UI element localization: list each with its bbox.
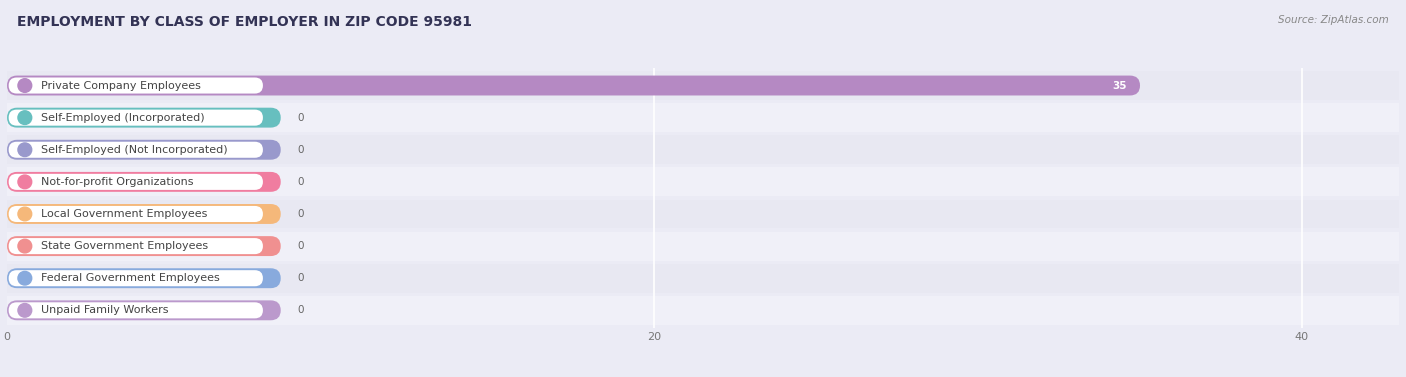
FancyBboxPatch shape <box>7 167 1399 196</box>
Text: 0: 0 <box>297 113 304 123</box>
FancyBboxPatch shape <box>7 231 1399 261</box>
Circle shape <box>18 239 32 253</box>
FancyBboxPatch shape <box>7 108 281 127</box>
FancyBboxPatch shape <box>7 140 281 160</box>
Circle shape <box>18 79 32 92</box>
FancyBboxPatch shape <box>7 199 1399 228</box>
Text: 0: 0 <box>297 241 304 251</box>
FancyBboxPatch shape <box>7 204 281 224</box>
FancyBboxPatch shape <box>8 110 263 126</box>
FancyBboxPatch shape <box>7 296 1399 325</box>
FancyBboxPatch shape <box>7 71 1399 100</box>
Text: Federal Government Employees: Federal Government Employees <box>41 273 221 283</box>
Text: 0: 0 <box>297 177 304 187</box>
Text: 0: 0 <box>297 305 304 315</box>
Circle shape <box>18 111 32 124</box>
Circle shape <box>18 175 32 189</box>
Text: State Government Employees: State Government Employees <box>41 241 208 251</box>
Text: 35: 35 <box>1112 81 1128 90</box>
Text: Self-Employed (Incorporated): Self-Employed (Incorporated) <box>41 113 205 123</box>
FancyBboxPatch shape <box>7 300 281 320</box>
FancyBboxPatch shape <box>7 103 1399 132</box>
FancyBboxPatch shape <box>7 135 1399 164</box>
FancyBboxPatch shape <box>8 174 263 190</box>
Circle shape <box>18 207 32 221</box>
Circle shape <box>18 143 32 156</box>
FancyBboxPatch shape <box>8 238 263 254</box>
FancyBboxPatch shape <box>8 78 263 93</box>
Text: Unpaid Family Workers: Unpaid Family Workers <box>41 305 169 315</box>
Text: EMPLOYMENT BY CLASS OF EMPLOYER IN ZIP CODE 95981: EMPLOYMENT BY CLASS OF EMPLOYER IN ZIP C… <box>17 15 472 29</box>
FancyBboxPatch shape <box>7 236 281 256</box>
Text: 0: 0 <box>297 273 304 283</box>
FancyBboxPatch shape <box>7 75 1140 95</box>
Text: 0: 0 <box>297 145 304 155</box>
FancyBboxPatch shape <box>8 302 263 318</box>
Text: Not-for-profit Organizations: Not-for-profit Organizations <box>41 177 194 187</box>
Text: Self-Employed (Not Incorporated): Self-Employed (Not Incorporated) <box>41 145 228 155</box>
Text: 0: 0 <box>297 209 304 219</box>
Circle shape <box>18 271 32 285</box>
Text: Source: ZipAtlas.com: Source: ZipAtlas.com <box>1278 15 1389 25</box>
Text: Local Government Employees: Local Government Employees <box>41 209 208 219</box>
Text: Private Company Employees: Private Company Employees <box>41 81 201 90</box>
Circle shape <box>18 303 32 317</box>
FancyBboxPatch shape <box>8 142 263 158</box>
FancyBboxPatch shape <box>8 270 263 286</box>
FancyBboxPatch shape <box>8 206 263 222</box>
FancyBboxPatch shape <box>7 264 1399 293</box>
FancyBboxPatch shape <box>7 268 281 288</box>
FancyBboxPatch shape <box>7 172 281 192</box>
